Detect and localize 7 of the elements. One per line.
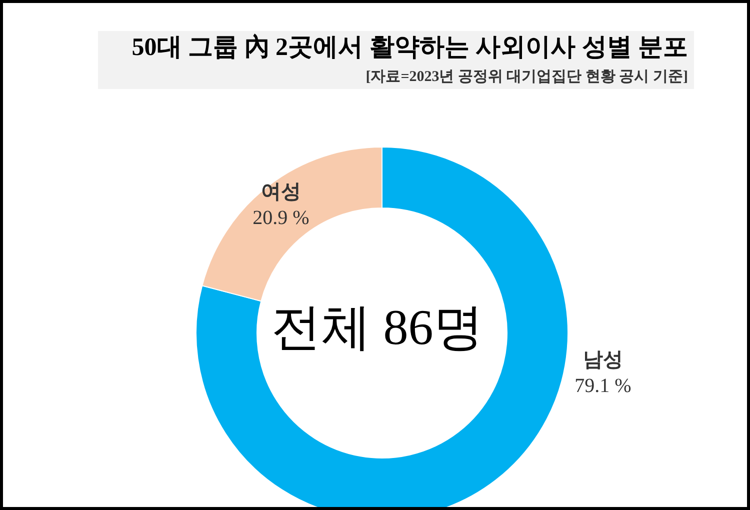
chart-subtitle: [자료=2023년 공정위 대기업집단 현황 공시 기준]	[364, 68, 688, 87]
slice-label: 여성	[260, 180, 301, 203]
data-label: 79.1 %	[574, 375, 632, 398]
text: 전체 86명	[270, 299, 484, 355]
chart-title: 50대 그룹 內 2곳에서 활약하는 사외이사 성별 분포	[130, 32, 688, 63]
data-label: 20.9 %	[252, 206, 310, 229]
slice-label: 남성	[583, 349, 623, 372]
